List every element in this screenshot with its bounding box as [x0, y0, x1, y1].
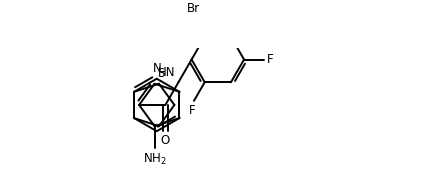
Text: HN: HN: [158, 67, 176, 80]
Text: Br: Br: [187, 2, 200, 15]
Text: S: S: [157, 67, 165, 80]
Text: O: O: [161, 134, 170, 147]
Text: N: N: [152, 62, 161, 75]
Text: F: F: [267, 53, 273, 66]
Text: NH$_2$: NH$_2$: [142, 152, 167, 167]
Text: F: F: [189, 104, 196, 117]
